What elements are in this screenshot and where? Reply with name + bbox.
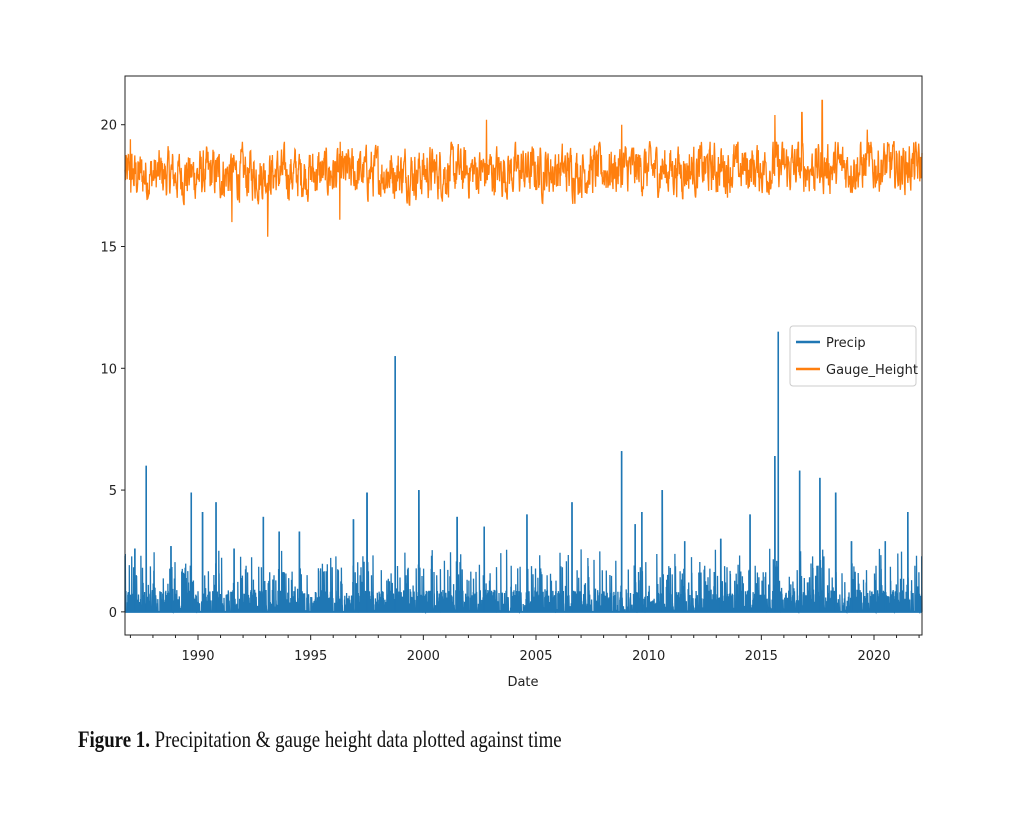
- x-tick-label: 2020: [857, 649, 890, 664]
- legend-box: [789, 325, 917, 387]
- x-tick-label: 2015: [745, 649, 778, 664]
- legend-label-precip: Precip: [826, 336, 866, 351]
- y-tick-label: 5: [109, 484, 117, 499]
- x-tick-label: 1990: [181, 649, 214, 664]
- caption-text: Precipitation & gauge height data plotte…: [149, 727, 562, 752]
- y-tick-label: 10: [100, 362, 117, 377]
- figure-caption: Figure 1. Precipitation & gauge height d…: [78, 727, 562, 753]
- y-tick-label: 20: [100, 119, 117, 134]
- series-line-gauge-height: [124, 99, 923, 237]
- x-axis-label: Date: [507, 675, 538, 690]
- legend: Precip Gauge_Height: [789, 325, 918, 387]
- x-tick-label: 2005: [519, 649, 552, 664]
- y-tick-label: 0: [109, 606, 117, 621]
- plot-frame: [124, 75, 923, 636]
- legend-label-gauge-height: Gauge_Height: [826, 363, 918, 378]
- y-tick-label: 15: [100, 241, 117, 256]
- x-tick-label: 2010: [632, 649, 665, 664]
- x-tick-label: 1995: [294, 649, 327, 664]
- caption-label: Figure 1.: [78, 727, 150, 752]
- x-tick-label: 2000: [407, 649, 440, 664]
